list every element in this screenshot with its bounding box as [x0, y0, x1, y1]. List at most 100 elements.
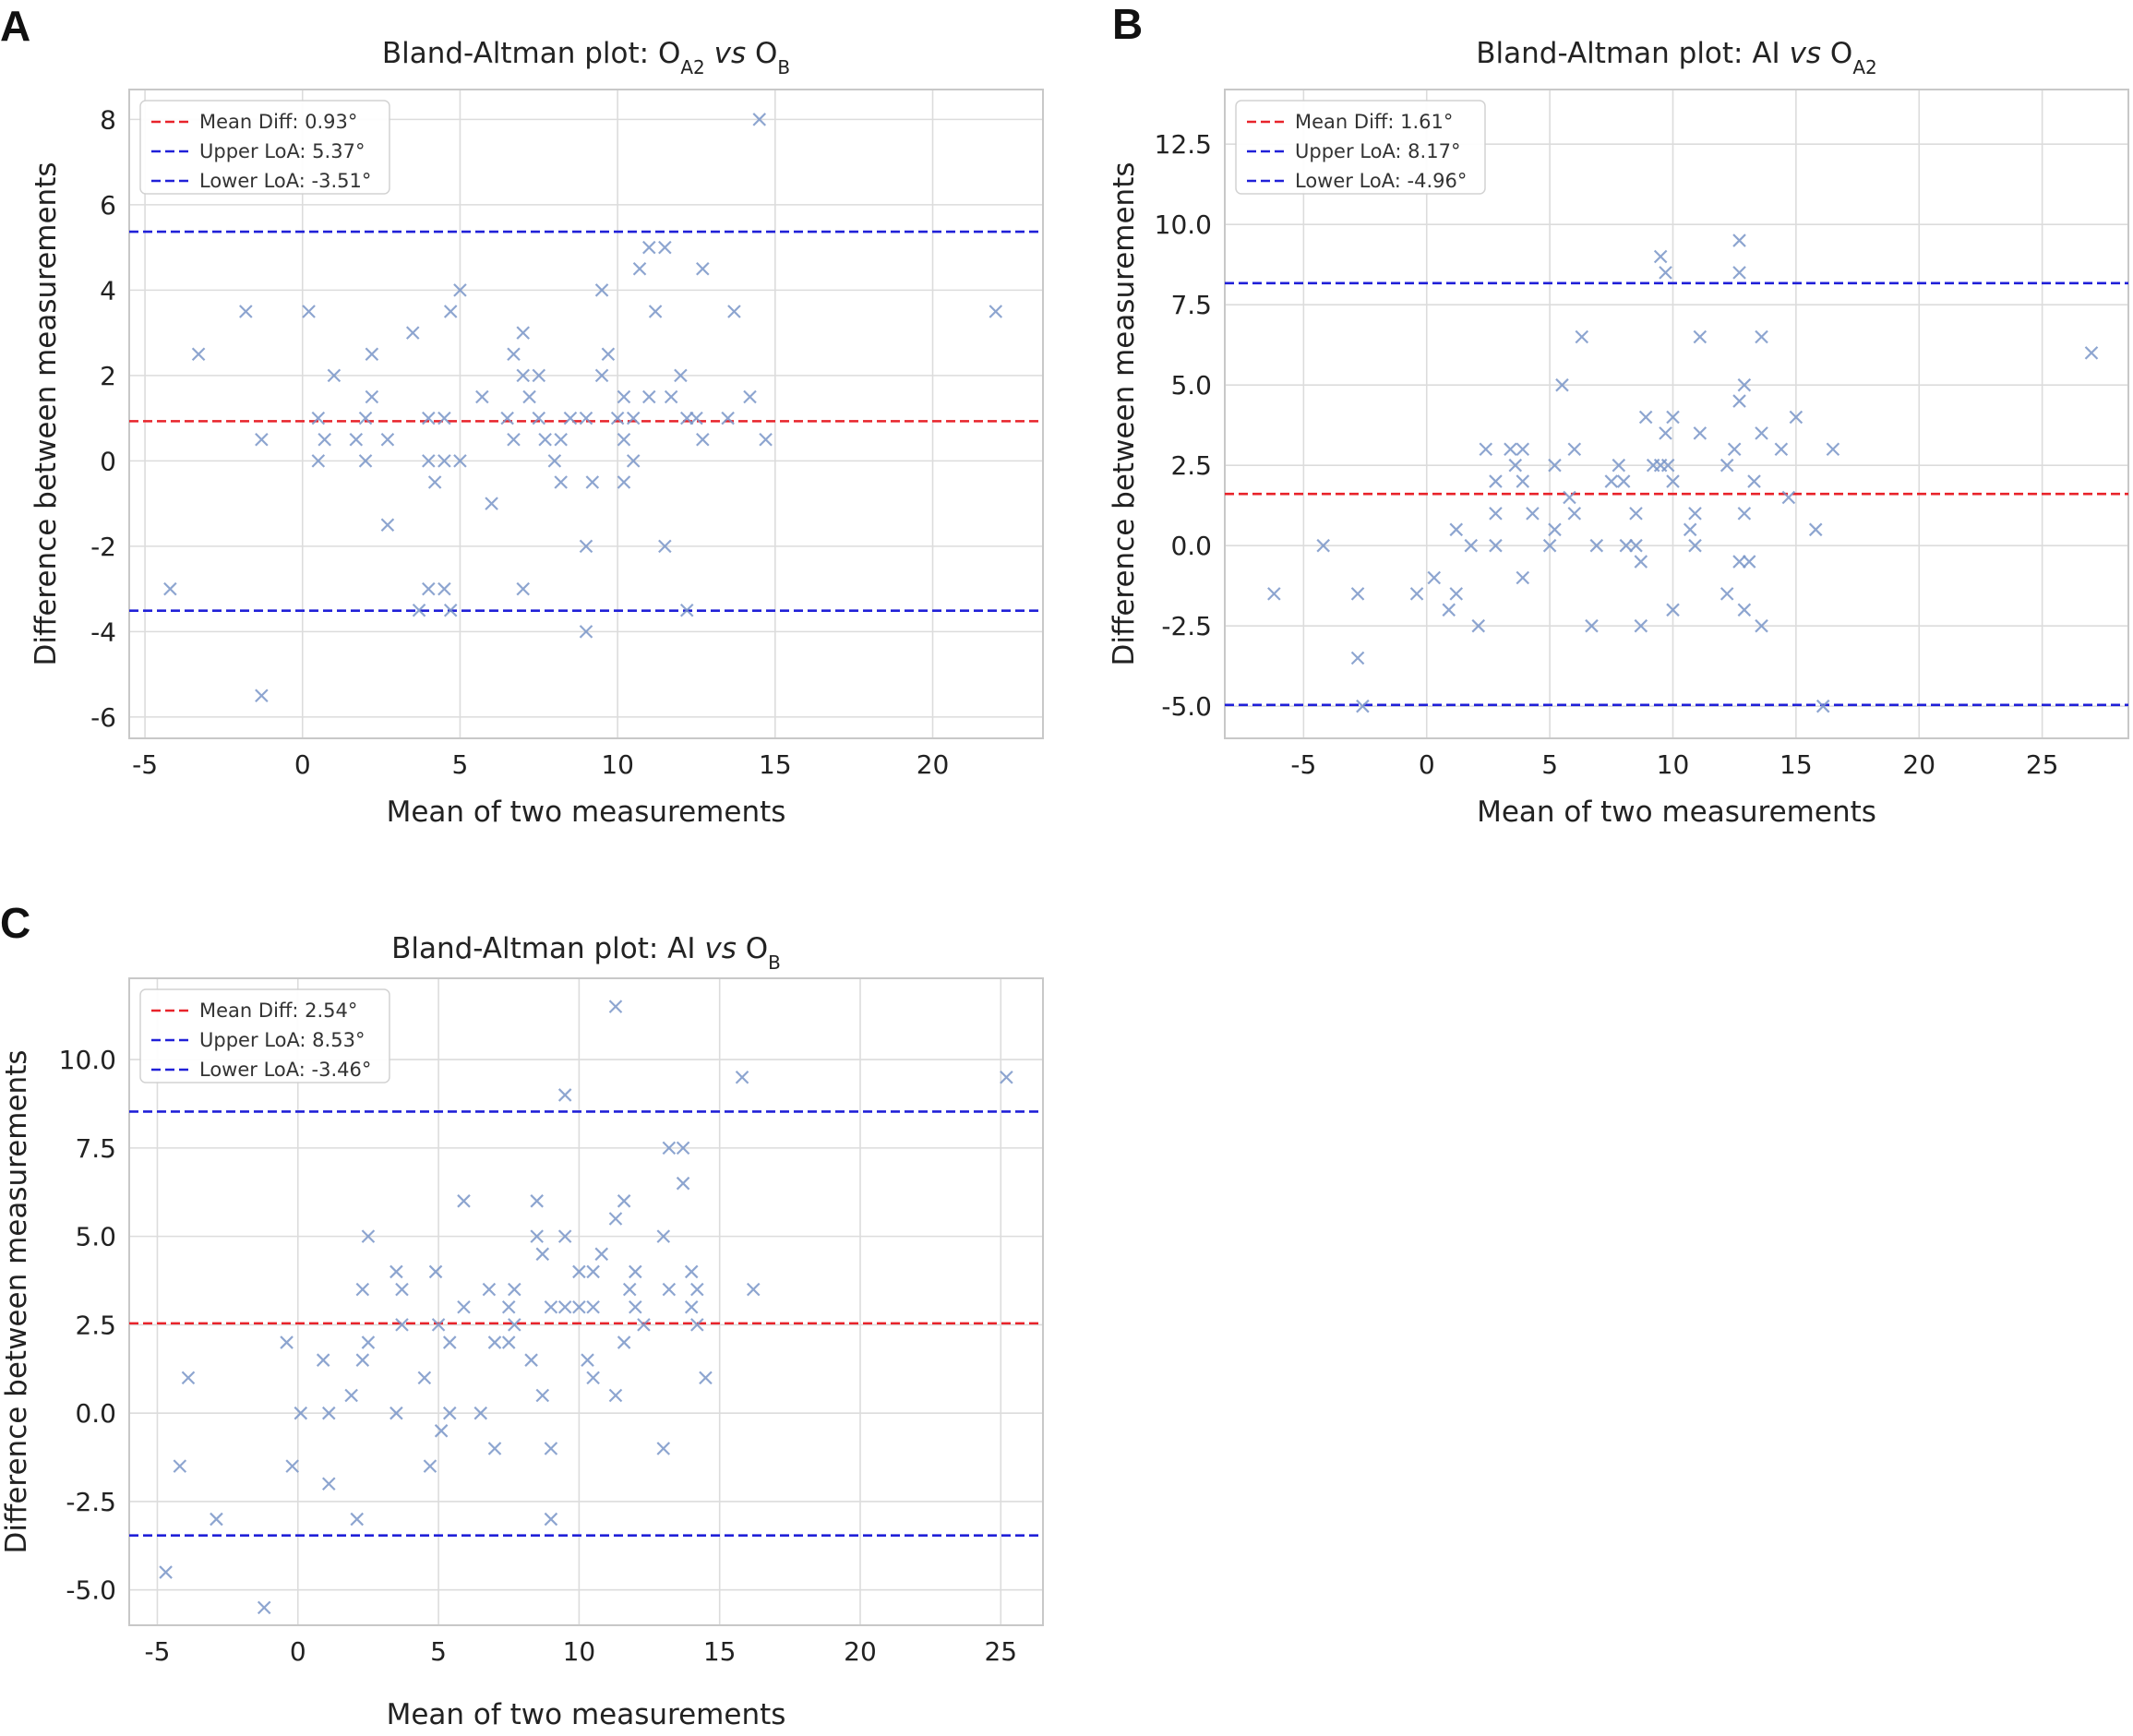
data-point — [508, 1318, 521, 1332]
data-point — [610, 411, 625, 425]
data-point — [412, 603, 426, 617]
data-point — [1732, 266, 1746, 280]
data-point — [1427, 570, 1442, 585]
title-part: O — [737, 932, 768, 965]
data-point — [579, 539, 593, 554]
data-point — [1575, 329, 1589, 344]
data-point — [662, 1282, 677, 1297]
data-point — [423, 1459, 437, 1473]
x-tick-label: 5 — [1541, 749, 1558, 780]
data-point — [601, 347, 616, 362]
data-point — [1666, 410, 1680, 425]
data-point — [608, 1000, 623, 1013]
data-point — [538, 432, 552, 447]
data-point — [572, 1264, 586, 1279]
data-point — [586, 1264, 600, 1279]
x-tick-label: 20 — [1902, 749, 1935, 780]
data-point — [684, 1264, 699, 1279]
data-point — [431, 1318, 446, 1332]
data-point — [485, 497, 498, 510]
data-point — [442, 1406, 457, 1420]
legend-entry: Mean Diff: 0.93° — [199, 111, 357, 133]
data-point — [557, 1229, 572, 1243]
data-point — [535, 1247, 550, 1262]
data-point — [535, 1388, 550, 1403]
panel-a: A -5 0 5 10 15 20 -6 -4 -2 0 2 4 6 8 Mean Diff: 0.93° U… — [0, 2, 1044, 829]
data-point — [159, 1565, 173, 1579]
x-tick-label: 5 — [430, 1636, 447, 1667]
data-point — [1449, 522, 1464, 537]
data-point — [355, 1353, 370, 1367]
data-point — [554, 475, 568, 489]
x-tick-label: 0 — [1419, 749, 1435, 780]
data-point — [544, 1512, 558, 1526]
panel-b: B -5 0 5 10 15 20 25 -5.0 -2.5 0.0 2.5 5.0 7.5 10.0 12… — [1108, 0, 2129, 829]
data-point — [1471, 618, 1486, 633]
data-point — [679, 603, 694, 617]
data-point — [311, 454, 326, 468]
data-point — [664, 389, 678, 404]
data-point — [173, 1459, 187, 1473]
data-point — [662, 1141, 677, 1155]
data-point — [443, 603, 458, 617]
y-axis-label: Difference between measurements — [0, 1050, 33, 1554]
data-point — [735, 1070, 749, 1084]
data-point — [1489, 507, 1503, 521]
data-point — [1316, 538, 1330, 553]
data-point — [617, 475, 631, 489]
data-point — [395, 1318, 409, 1332]
legend-entry: Upper LoA: 8.53° — [199, 1029, 365, 1051]
data-point — [532, 411, 546, 425]
legend-entry: Lower LoA: -3.46° — [199, 1059, 371, 1081]
data-point — [1688, 507, 1702, 521]
data-point — [1516, 474, 1530, 488]
data-point — [437, 581, 451, 596]
data-point — [1516, 442, 1530, 457]
data-point — [2084, 346, 2099, 360]
legend-box — [139, 988, 390, 1084]
data-point — [1737, 377, 1752, 392]
title-part: B — [777, 56, 790, 78]
data-point — [1442, 603, 1456, 617]
data-point — [1774, 442, 1789, 457]
data-point — [586, 1299, 600, 1314]
data-point — [255, 688, 269, 703]
legend-box — [1235, 100, 1486, 195]
y-tick-label: -4 — [90, 617, 116, 647]
data-point — [1720, 458, 1734, 473]
data-point — [417, 1371, 432, 1385]
data-point — [1732, 555, 1746, 569]
data-point — [1815, 699, 1830, 713]
data-point — [427, 475, 442, 489]
data-point — [608, 1388, 623, 1403]
data-point — [689, 411, 703, 425]
data-point — [532, 368, 546, 383]
x-tick-label: 25 — [2026, 749, 2059, 780]
data-point — [344, 1388, 358, 1403]
data-point — [422, 581, 436, 596]
data-point — [1526, 507, 1540, 521]
data-point — [530, 1194, 544, 1208]
data-point — [530, 1229, 544, 1243]
data-point — [311, 411, 326, 425]
data-point — [318, 432, 331, 447]
data-point — [544, 1299, 558, 1314]
data-point — [579, 411, 593, 425]
data-point — [696, 261, 710, 276]
data-point — [1789, 410, 1803, 425]
data-point — [457, 1299, 471, 1314]
title-part: Bland-Altman plot: O — [382, 37, 681, 70]
data-point — [522, 389, 536, 404]
data-point — [656, 1229, 671, 1243]
y-tick-label: 4 — [100, 275, 116, 305]
data-point — [699, 1371, 713, 1385]
y-tick-label: 5.0 — [1170, 370, 1212, 401]
data-point — [239, 305, 253, 318]
data-point — [389, 1406, 403, 1420]
y-tick-label: 2 — [100, 361, 116, 391]
data-point — [358, 411, 373, 425]
data-point — [428, 1264, 443, 1279]
data-point — [617, 432, 631, 447]
data-point — [656, 1442, 671, 1455]
